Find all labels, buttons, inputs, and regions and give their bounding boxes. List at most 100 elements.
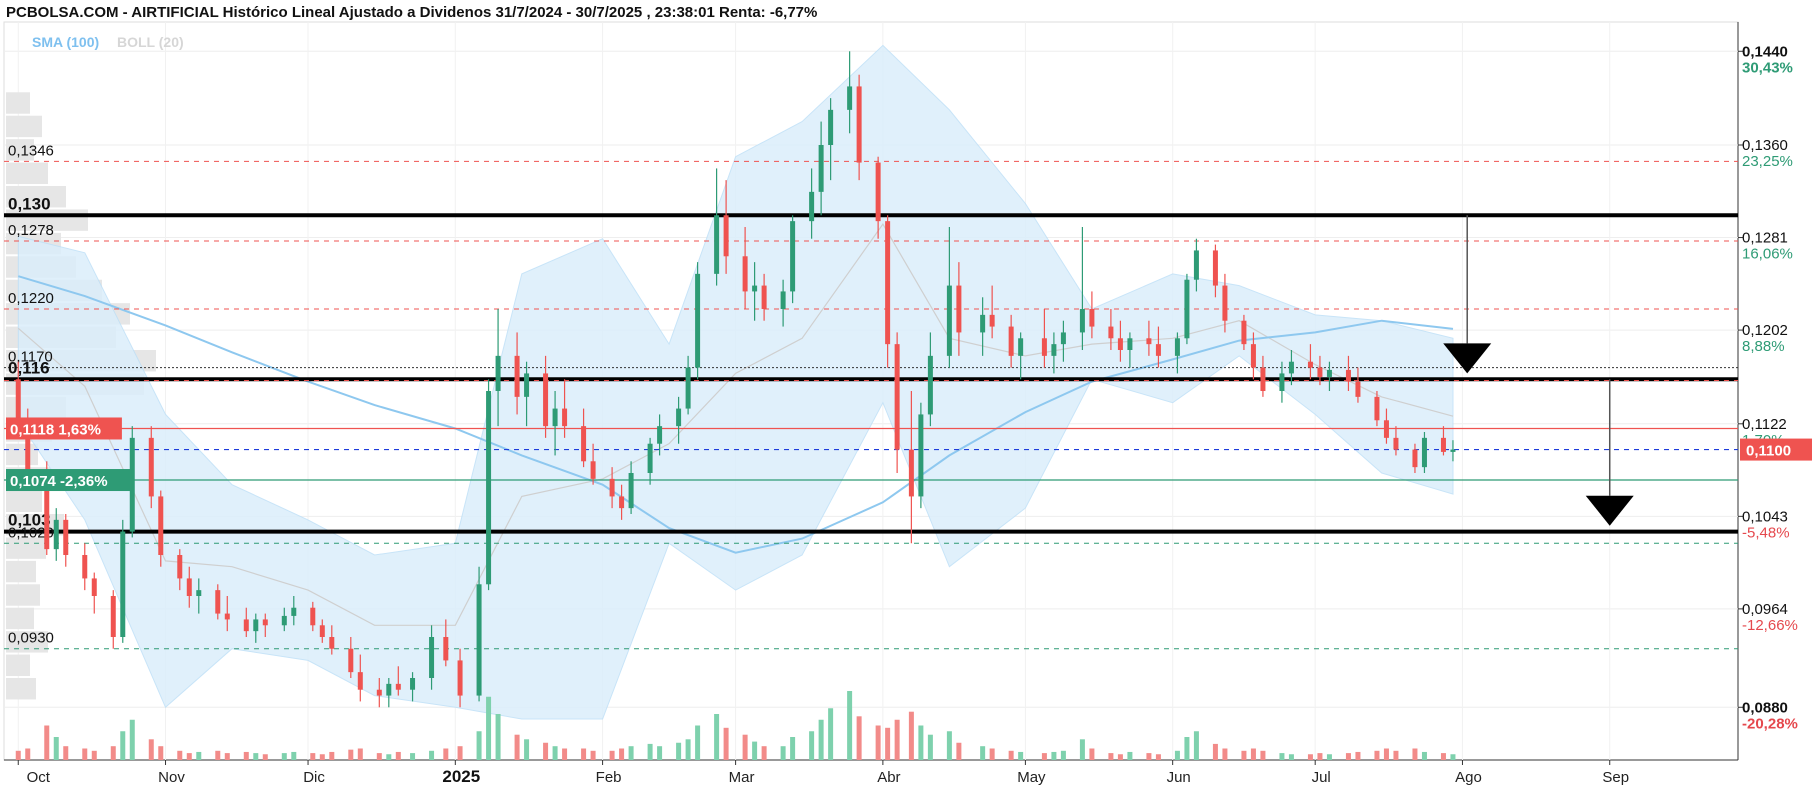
sma-legend[interactable]: SMA (100) xyxy=(32,34,99,50)
volume-bar xyxy=(1061,751,1066,760)
candle-body xyxy=(928,356,933,415)
volume-bar xyxy=(553,746,558,760)
volume-bar xyxy=(1393,751,1398,760)
volume-bar xyxy=(1279,753,1284,760)
volume-bar xyxy=(1156,754,1161,760)
candle-body xyxy=(1018,338,1023,356)
volume-bar xyxy=(1251,749,1256,761)
volume-bar xyxy=(648,744,653,760)
volume-bar xyxy=(410,753,415,760)
candle-body xyxy=(1308,362,1313,368)
volume-bar xyxy=(885,728,890,760)
candle-body xyxy=(244,619,249,631)
candle-body xyxy=(443,637,448,660)
candle-body xyxy=(1213,250,1218,285)
volume-bar xyxy=(1450,754,1455,760)
candle-body xyxy=(1289,362,1294,374)
volume-bar xyxy=(486,697,491,760)
candle-body xyxy=(743,256,748,291)
volume-bar xyxy=(1127,752,1132,760)
volume-bar xyxy=(177,751,182,760)
candle-body xyxy=(947,286,952,356)
volume-bar xyxy=(809,731,814,760)
volume-bar xyxy=(1018,752,1023,760)
volume-bar xyxy=(909,712,914,760)
volume-bar xyxy=(918,726,923,761)
volume-bar xyxy=(1384,749,1389,761)
volume-bar xyxy=(1042,753,1047,760)
candle-body xyxy=(253,619,258,631)
y-tick-pct: -5,48% xyxy=(1742,524,1790,541)
volume-bar xyxy=(928,735,933,760)
volume-bar xyxy=(1441,753,1446,760)
volume-bar xyxy=(1184,737,1189,760)
price-tag-label: 0,1118 1,63% xyxy=(10,421,101,438)
candle-body xyxy=(1441,438,1446,452)
candle-body xyxy=(1222,286,1227,321)
volume-bar xyxy=(1146,753,1151,760)
candle-body xyxy=(610,479,615,497)
volume-bar xyxy=(1194,731,1199,760)
candle-body xyxy=(120,532,125,637)
candle-body xyxy=(1251,344,1256,367)
candle-body xyxy=(1156,344,1161,356)
candle-body xyxy=(657,426,662,444)
candle-body xyxy=(990,315,995,327)
x-tick-label: Nov xyxy=(158,769,185,786)
candle-body xyxy=(477,584,482,695)
y-tick-pct: -20,28% xyxy=(1742,715,1798,732)
profile-bar xyxy=(6,92,30,113)
candle-body xyxy=(1346,370,1351,382)
x-tick-label: Mar xyxy=(729,769,755,786)
candle xyxy=(918,403,923,508)
x-tick-label: May xyxy=(1017,769,1046,786)
candle-body xyxy=(177,555,182,578)
volume-bar xyxy=(676,743,681,760)
candle-body xyxy=(1051,344,1056,356)
volume-bar xyxy=(1289,754,1294,760)
profile-bar xyxy=(6,491,42,512)
candle xyxy=(120,520,125,643)
volume-bar xyxy=(895,720,900,760)
volume-bar xyxy=(120,731,125,760)
candle-body xyxy=(1422,438,1427,467)
volume-bar xyxy=(1412,749,1417,761)
candle-body xyxy=(225,614,230,620)
candle-body xyxy=(263,619,268,625)
profile-bar xyxy=(6,655,30,676)
volume-bar xyxy=(263,754,268,760)
x-tick-label: Jul xyxy=(1312,769,1331,786)
profile-bar xyxy=(6,116,42,137)
volume-bar xyxy=(619,749,624,761)
candle-body xyxy=(752,286,757,292)
candle-body xyxy=(1450,450,1455,452)
volume-bar xyxy=(282,753,287,760)
candle-body xyxy=(553,409,558,427)
candle-body xyxy=(348,649,353,672)
profile-bar xyxy=(6,561,36,582)
x-tick-label: Abr xyxy=(877,769,900,786)
volume-bar xyxy=(149,739,154,760)
volume-bar xyxy=(781,746,786,760)
candle-body xyxy=(196,590,201,596)
volume-bar xyxy=(1374,751,1379,760)
volume-bar xyxy=(25,749,30,761)
candle xyxy=(149,426,154,508)
candle-body xyxy=(714,215,719,274)
candle-body xyxy=(909,450,914,497)
level-label: 0,130 xyxy=(8,194,51,213)
candle-body xyxy=(1317,368,1322,377)
candle xyxy=(477,567,482,702)
candle-body xyxy=(1080,309,1085,332)
candle-body xyxy=(1175,338,1180,356)
volume-bar xyxy=(524,739,529,760)
candle-body xyxy=(16,379,21,420)
x-tick-label: Ago xyxy=(1455,769,1482,786)
volume-bar xyxy=(752,742,757,760)
volume-bar xyxy=(543,743,548,760)
candle xyxy=(1422,432,1427,473)
boll-legend[interactable]: BOLL (20) xyxy=(117,34,184,50)
candle-body xyxy=(581,426,586,461)
volume-bar xyxy=(358,749,363,761)
